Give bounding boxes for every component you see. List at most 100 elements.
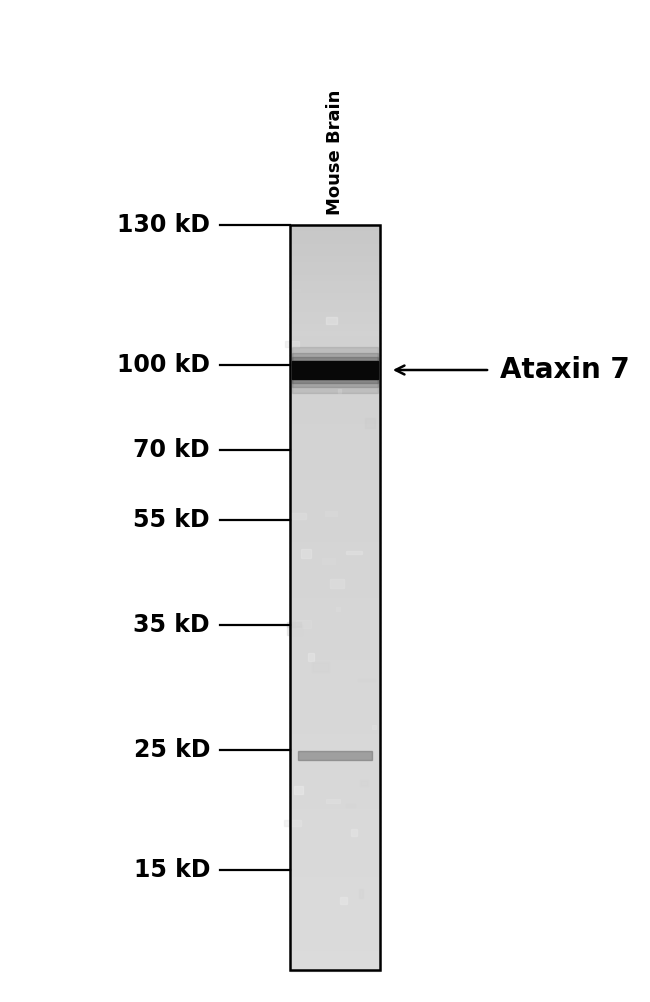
Bar bbox=[290, 492, 380, 499]
Bar bbox=[290, 380, 380, 388]
Bar bbox=[290, 554, 380, 561]
Bar bbox=[290, 356, 380, 363]
Bar bbox=[290, 951, 380, 959]
Bar bbox=[337, 389, 341, 394]
Bar bbox=[290, 914, 380, 921]
Bar bbox=[290, 257, 380, 264]
Bar bbox=[290, 803, 380, 810]
Bar bbox=[292, 361, 378, 379]
Bar bbox=[290, 634, 380, 642]
Bar bbox=[285, 342, 299, 348]
Bar bbox=[290, 374, 380, 381]
Bar bbox=[290, 939, 380, 946]
Bar bbox=[372, 725, 376, 729]
Bar bbox=[298, 851, 315, 855]
Bar bbox=[290, 275, 380, 282]
Bar bbox=[290, 405, 380, 412]
Bar bbox=[290, 958, 380, 965]
Bar bbox=[290, 231, 380, 238]
Bar bbox=[290, 331, 380, 338]
Bar bbox=[285, 821, 302, 826]
Bar bbox=[290, 237, 380, 244]
Bar bbox=[290, 442, 380, 450]
Bar bbox=[290, 486, 380, 493]
Bar bbox=[290, 294, 380, 301]
Bar bbox=[290, 665, 380, 673]
Bar bbox=[292, 353, 378, 387]
Bar bbox=[290, 225, 380, 970]
Bar bbox=[290, 399, 380, 406]
Bar bbox=[359, 889, 363, 898]
Bar bbox=[290, 288, 380, 295]
Bar bbox=[347, 816, 362, 818]
Bar bbox=[290, 883, 380, 891]
Bar bbox=[290, 387, 380, 394]
Bar bbox=[290, 920, 380, 928]
Text: Mouse Brain: Mouse Brain bbox=[326, 89, 344, 215]
Bar bbox=[292, 347, 378, 393]
Bar bbox=[292, 289, 300, 292]
Bar bbox=[290, 852, 380, 860]
Bar bbox=[290, 809, 380, 816]
Bar bbox=[341, 897, 347, 904]
Bar bbox=[290, 672, 380, 679]
Bar bbox=[290, 461, 380, 468]
Bar bbox=[296, 620, 311, 627]
Bar bbox=[290, 566, 380, 574]
Bar bbox=[336, 607, 341, 611]
Bar bbox=[358, 678, 374, 680]
Bar bbox=[290, 312, 380, 319]
Bar bbox=[290, 511, 380, 518]
Bar bbox=[290, 573, 380, 580]
Bar bbox=[290, 734, 380, 741]
Bar bbox=[290, 362, 380, 369]
Bar bbox=[290, 690, 380, 697]
Bar bbox=[290, 269, 380, 276]
Bar bbox=[290, 647, 380, 654]
Text: 130 kD: 130 kD bbox=[117, 213, 210, 237]
Bar bbox=[290, 784, 380, 791]
Bar bbox=[290, 249, 380, 258]
Text: 100 kD: 100 kD bbox=[117, 353, 210, 377]
Bar bbox=[290, 343, 380, 350]
Bar bbox=[290, 411, 380, 419]
Bar bbox=[326, 318, 337, 324]
Bar bbox=[290, 535, 380, 543]
Bar bbox=[290, 337, 380, 344]
Bar bbox=[290, 306, 380, 313]
Bar bbox=[290, 797, 380, 804]
Bar bbox=[290, 859, 380, 866]
Bar bbox=[294, 787, 304, 794]
Bar bbox=[290, 865, 380, 872]
Bar bbox=[290, 641, 380, 648]
Bar bbox=[290, 504, 380, 512]
Bar bbox=[309, 653, 314, 661]
Bar bbox=[290, 243, 380, 250]
Bar bbox=[290, 964, 380, 971]
Text: 70 kD: 70 kD bbox=[133, 438, 210, 462]
Bar bbox=[290, 840, 380, 847]
Bar bbox=[330, 371, 338, 376]
Bar bbox=[290, 821, 380, 829]
Bar bbox=[290, 871, 380, 878]
Bar bbox=[290, 908, 380, 915]
Bar bbox=[290, 597, 380, 605]
Bar bbox=[290, 622, 380, 629]
Bar bbox=[322, 558, 335, 564]
Bar bbox=[290, 449, 380, 456]
Bar bbox=[290, 325, 380, 332]
Bar bbox=[290, 846, 380, 853]
Bar bbox=[290, 281, 380, 289]
Bar bbox=[290, 766, 380, 773]
Bar bbox=[346, 550, 362, 554]
Bar bbox=[290, 529, 380, 536]
Bar bbox=[290, 684, 380, 691]
Bar bbox=[290, 727, 380, 735]
Bar bbox=[287, 625, 302, 634]
Bar bbox=[312, 662, 329, 672]
Bar bbox=[290, 585, 380, 592]
Bar bbox=[290, 659, 380, 666]
Bar bbox=[290, 548, 380, 555]
Bar bbox=[290, 834, 380, 841]
Bar bbox=[290, 790, 380, 798]
